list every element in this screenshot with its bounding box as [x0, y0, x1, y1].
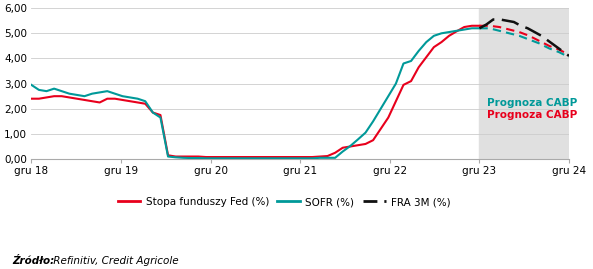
Text: Prognoza CABP: Prognoza CABP — [487, 98, 577, 108]
Text: Źródło:: Źródło: — [12, 256, 54, 266]
Text: Refinitiv, Credit Agricole: Refinitiv, Credit Agricole — [50, 256, 179, 266]
Text: Prognoza CABP: Prognoza CABP — [487, 109, 577, 119]
Bar — [479, 8, 569, 159]
Legend: Stopa funduszy Fed (%), SOFR (%), FRA 3M (%): Stopa funduszy Fed (%), SOFR (%), FRA 3M… — [113, 193, 455, 211]
